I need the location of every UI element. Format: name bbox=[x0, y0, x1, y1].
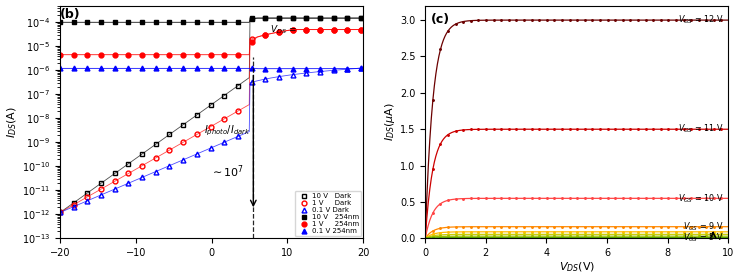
Text: $V_{DS}$ =: $V_{DS}$ = bbox=[270, 23, 297, 36]
X-axis label: $V_{DS}$(V): $V_{DS}$(V) bbox=[559, 261, 595, 274]
Y-axis label: $I_{DS}$($\mu$A): $I_{DS}$($\mu$A) bbox=[383, 102, 397, 141]
Text: (c): (c) bbox=[431, 13, 451, 25]
Text: $\sim$$10^7$: $\sim$$10^7$ bbox=[209, 163, 244, 180]
Legend: 10 V   Dark, 1 V     Dark, 0.1 V Dark, 10 V   254nm, 1 V     254nm, 0.1 V 254nm: 10 V Dark, 1 V Dark, 0.1 V Dark, 10 V 25… bbox=[295, 191, 361, 236]
Text: $I_{photo}/I_{dark}$: $I_{photo}/I_{dark}$ bbox=[204, 124, 250, 138]
Text: $V_{GS}$ = 11 V: $V_{GS}$ = 11 V bbox=[679, 123, 724, 136]
Text: $V_{GS}$ = 9 V: $V_{GS}$ = 9 V bbox=[683, 220, 724, 233]
Y-axis label: $I_{DS}$(A): $I_{DS}$(A) bbox=[6, 106, 19, 138]
Text: $V_{GS}$ = 5 V: $V_{GS}$ = 5 V bbox=[683, 231, 724, 244]
Text: $V_{GS}$ = 12 V: $V_{GS}$ = 12 V bbox=[679, 14, 724, 26]
Text: (b): (b) bbox=[60, 8, 81, 21]
Text: $V_{GS}$ = 10 V: $V_{GS}$ = 10 V bbox=[679, 192, 724, 205]
